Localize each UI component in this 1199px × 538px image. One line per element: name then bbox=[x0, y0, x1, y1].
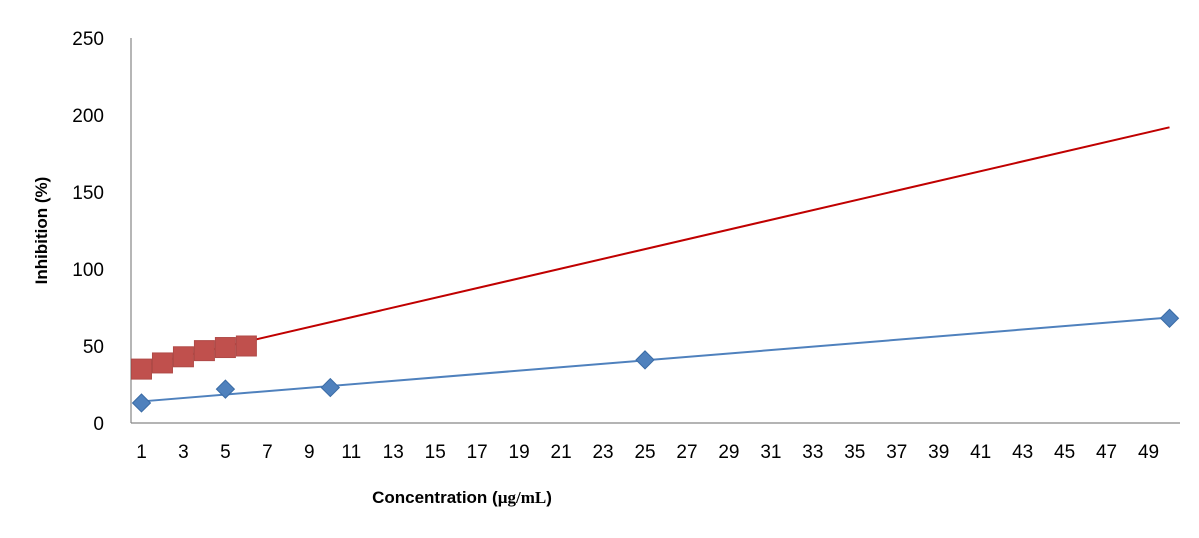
y-tick-label: 0 bbox=[93, 414, 104, 435]
y-tick-label: 100 bbox=[72, 260, 104, 281]
series-1-marker bbox=[1159, 308, 1180, 328]
data-markers bbox=[130, 308, 1180, 413]
series-1-marker bbox=[635, 350, 655, 370]
y-tick-label: 50 bbox=[83, 337, 104, 358]
y-tick-label: 250 bbox=[72, 29, 104, 50]
x-tick-label: 13 bbox=[383, 442, 404, 463]
x-tick-label: 11 bbox=[341, 442, 361, 463]
series-2-marker bbox=[172, 346, 194, 368]
x-tick-label: 41 bbox=[970, 442, 991, 463]
x-tick-label: 19 bbox=[509, 442, 530, 463]
y-tick-label: 150 bbox=[72, 183, 104, 204]
x-tick-label: 45 bbox=[1054, 442, 1075, 463]
x-tick-label: 9 bbox=[304, 442, 315, 463]
y-axis-title: Inhibition (%) bbox=[32, 177, 51, 285]
axes bbox=[130, 38, 1180, 424]
x-tick-labels: 1 3 5 7 9 11 13 15 17 19 21 23 25 27 29 31 33 35 37 39 41 43 4… bbox=[136, 442, 1159, 463]
x-tick-label: 35 bbox=[844, 442, 865, 463]
x-tick-label: 49 bbox=[1138, 442, 1159, 463]
series-1-marker bbox=[215, 379, 236, 399]
x-tick-label: 23 bbox=[592, 442, 613, 463]
y-tick-label: 200 bbox=[72, 106, 104, 127]
x-tick-label: 33 bbox=[802, 442, 823, 463]
series-2-marker bbox=[193, 340, 215, 362]
x-tick-label: 3 bbox=[178, 442, 189, 463]
x-tick-label: 5 bbox=[220, 442, 231, 463]
series-2-marker bbox=[235, 335, 257, 357]
x-tick-label: 21 bbox=[551, 442, 572, 463]
x-tick-label: 25 bbox=[634, 442, 655, 463]
x-tick-label: 27 bbox=[676, 442, 697, 463]
x-axis-title-prefix: Concentration ( bbox=[372, 488, 498, 507]
x-tick-label: 39 bbox=[928, 442, 949, 463]
series-2-marker bbox=[214, 337, 236, 359]
x-axis-title-unit: µg/mL bbox=[498, 488, 547, 507]
x-tick-label: 17 bbox=[467, 442, 488, 463]
y-tick-labels: 0 50 100 150 200 250 bbox=[72, 29, 104, 435]
x-tick-label: 1 bbox=[136, 442, 147, 463]
x-tick-label: 15 bbox=[425, 442, 446, 463]
x-axis-title-suffix: ) bbox=[546, 488, 552, 507]
x-tick-label: 37 bbox=[886, 442, 907, 463]
x-tick-label: 29 bbox=[718, 442, 739, 463]
series-1-marker bbox=[131, 393, 152, 413]
series-2-marker bbox=[130, 358, 152, 380]
x-tick-label: 31 bbox=[760, 442, 781, 463]
x-tick-label: 47 bbox=[1096, 442, 1117, 463]
series-2-trendline bbox=[141, 126, 1170, 367]
trendlines bbox=[141, 126, 1170, 403]
series-1-marker bbox=[320, 377, 341, 398]
x-tick-label: 43 bbox=[1012, 442, 1033, 463]
x-axis-title: Concentration (µg/mL) bbox=[372, 488, 552, 507]
series-1-trendline bbox=[141, 316, 1170, 403]
x-tick-label: 7 bbox=[262, 442, 273, 463]
series-2-marker bbox=[151, 352, 173, 374]
